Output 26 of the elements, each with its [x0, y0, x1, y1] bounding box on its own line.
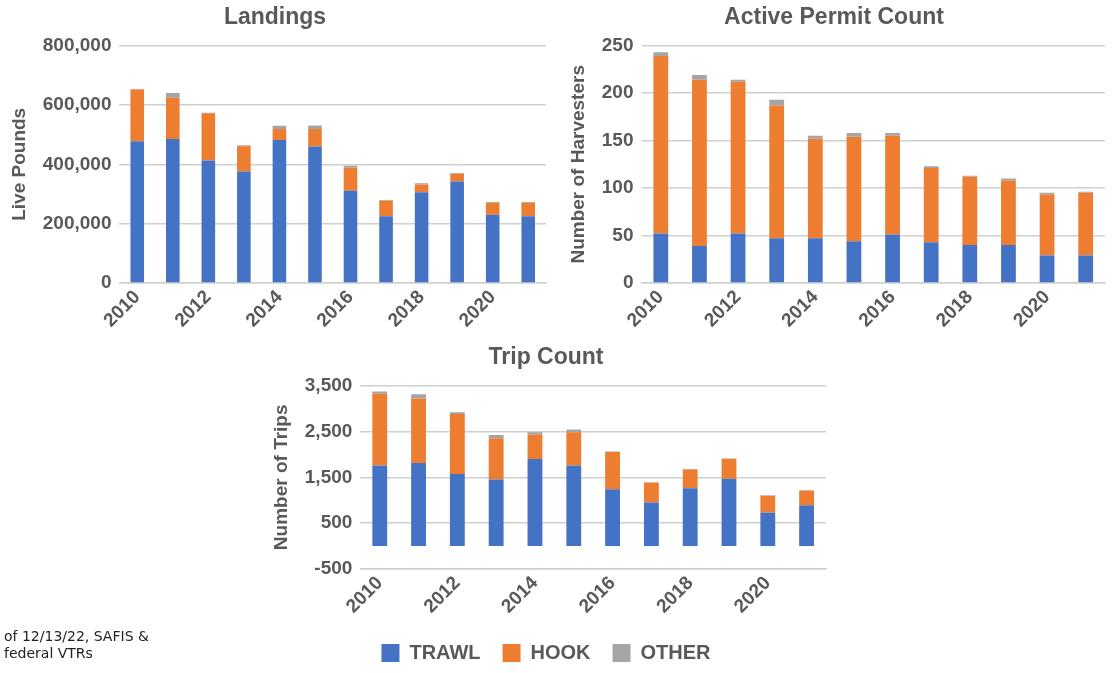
y-tick-label: -500 — [314, 557, 353, 579]
legend-label: OTHER — [640, 640, 712, 663]
y-tick-label: 2,500 — [304, 419, 353, 441]
y-tick-label: 50 — [612, 223, 634, 245]
y-tick-label: 0 — [622, 271, 634, 293]
y-tick-label: 800,000 — [42, 33, 112, 55]
y-tick-label: 200,000 — [42, 211, 112, 233]
chart-title: Trip Count — [488, 343, 604, 370]
y-tick-label: 400,000 — [42, 152, 112, 174]
y-tick-label: 200 — [601, 81, 634, 103]
legend-label: TRAWL — [409, 640, 481, 663]
y-tick-label: 100 — [601, 176, 634, 198]
y-tick-label: 600,000 — [42, 93, 112, 115]
y-axis-title: Number of Trips — [269, 404, 291, 551]
text: of 12/13/22, SAFIS & federal VTRs — [4, 628, 150, 662]
y-tick-label: 1,500 — [304, 465, 353, 487]
y-axis-title: Live Pounds — [7, 107, 29, 221]
chart-title: Active Permit Count — [724, 3, 945, 30]
y-tick-label: 250 — [601, 33, 634, 55]
y-axis-title: Number of Harvesters — [566, 65, 588, 264]
y-tick-label: 0 — [100, 271, 112, 293]
y-tick-label: 3,500 — [304, 373, 353, 395]
legend-label: HOOK — [530, 640, 592, 663]
y-tick-label: 500 — [320, 511, 353, 533]
y-tick-label: 150 — [601, 128, 634, 150]
chart-title: Landings — [223, 3, 327, 30]
